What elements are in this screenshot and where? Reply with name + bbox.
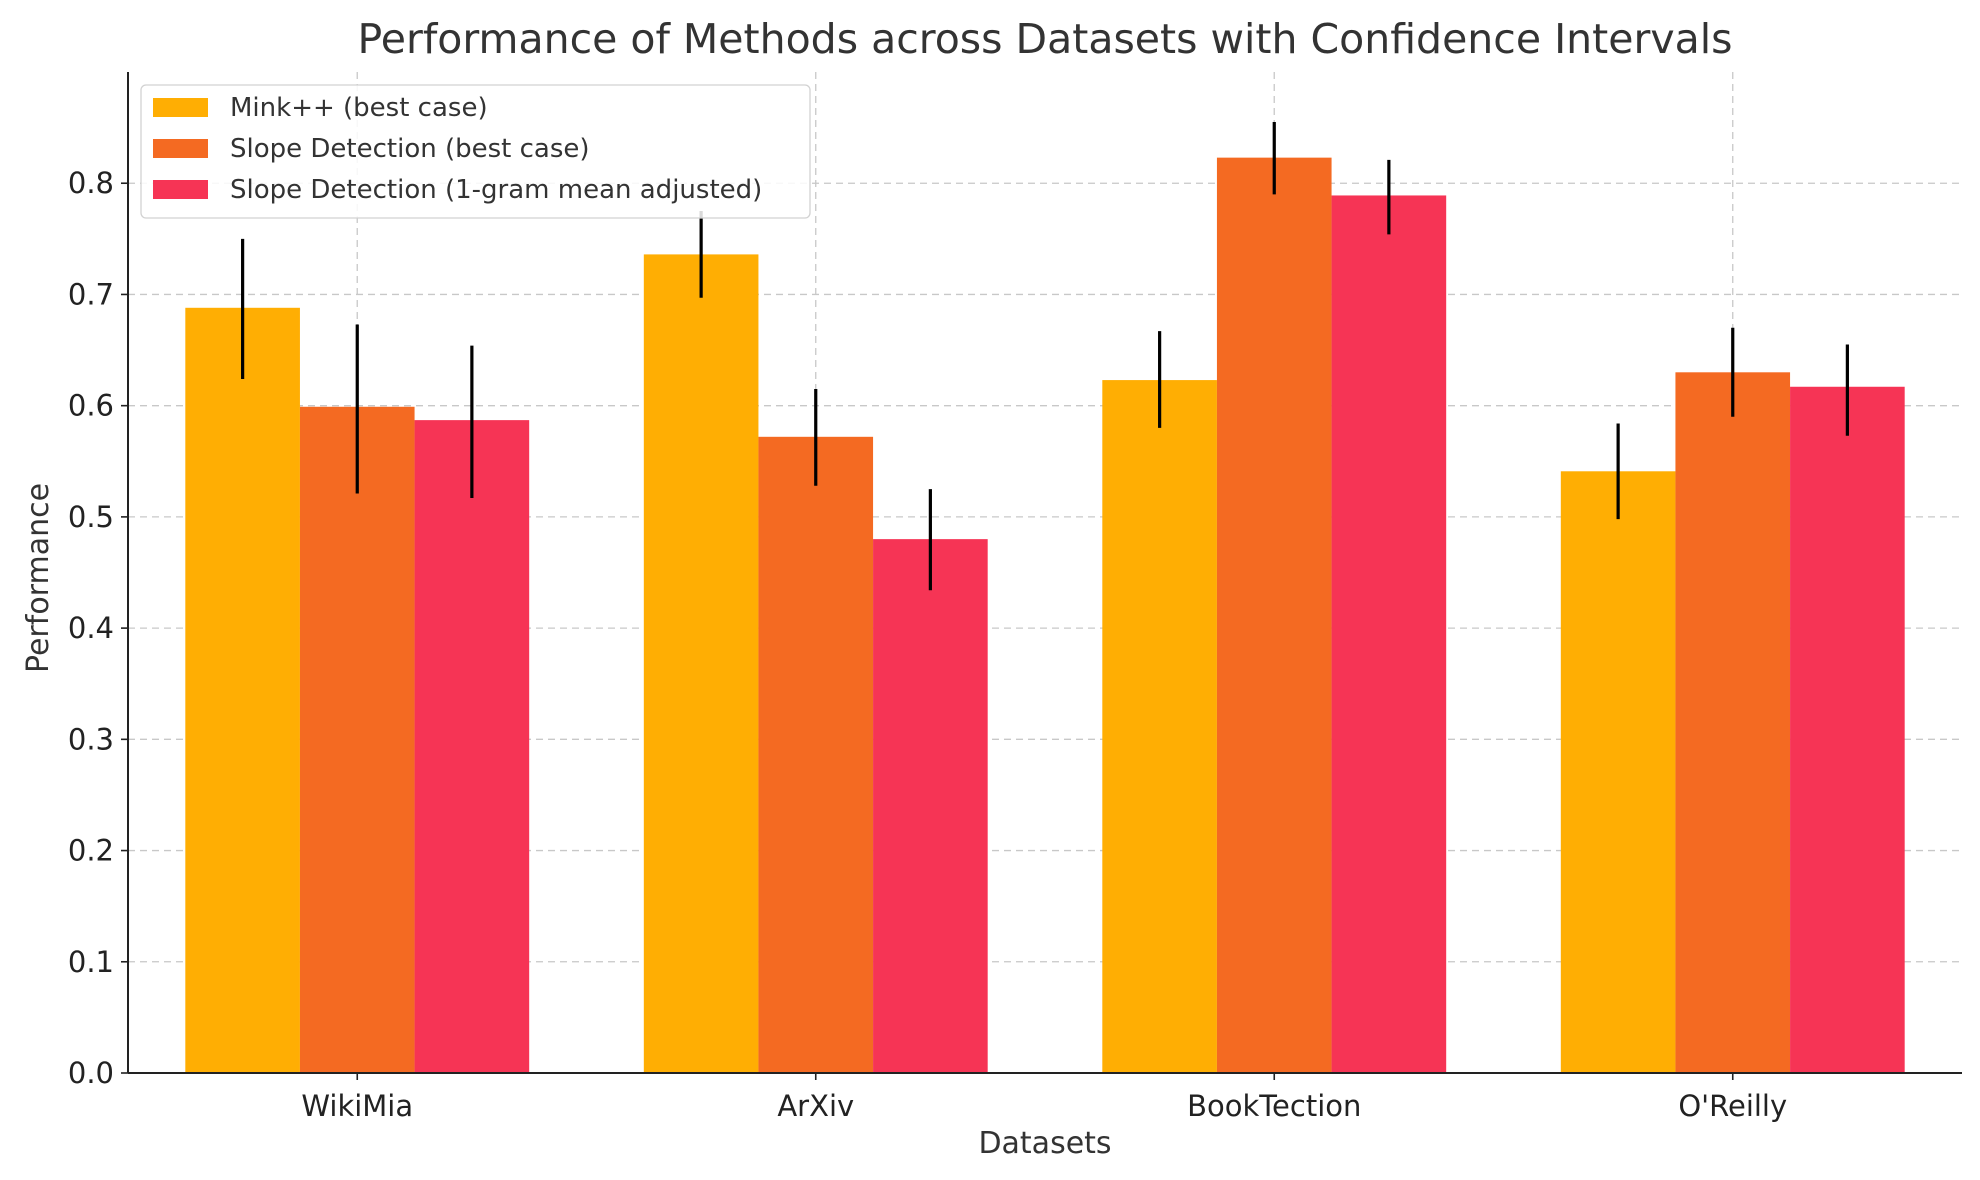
legend-box bbox=[140, 84, 811, 219]
bar bbox=[873, 539, 988, 1073]
y-tick-label: 0.3 bbox=[68, 722, 114, 756]
bar bbox=[414, 420, 530, 1073]
y-tick-label: 0.2 bbox=[68, 834, 114, 868]
bar bbox=[185, 307, 300, 1073]
legend-label: Mink++ (best case) bbox=[230, 93, 488, 123]
legend-label: Slope Detection (best case) bbox=[230, 134, 590, 164]
bar bbox=[1560, 471, 1676, 1073]
axes-layer bbox=[127, 72, 1962, 1074]
legend-swatch bbox=[153, 139, 208, 158]
x-tick-label: O'Reilly bbox=[1678, 1089, 1787, 1123]
chart-title: Performance of Methods across Datasets w… bbox=[358, 15, 1733, 63]
y-tick-label: 0.4 bbox=[68, 611, 114, 645]
legend-swatch bbox=[153, 180, 208, 199]
x-tick-label: BookTection bbox=[1187, 1089, 1361, 1123]
y-tick-label: 0.7 bbox=[68, 277, 114, 311]
bar bbox=[643, 254, 759, 1074]
y-axis-label: Performance bbox=[21, 483, 56, 673]
legend-swatch bbox=[153, 98, 208, 117]
bar bbox=[1102, 380, 1217, 1073]
legend: Mink++ (best case) Slope Detection (best … bbox=[140, 84, 811, 219]
x-tick-label: WikiMia bbox=[301, 1089, 413, 1123]
y-tick-label: 0.5 bbox=[68, 500, 114, 534]
bar bbox=[1675, 372, 1791, 1073]
bar bbox=[299, 406, 415, 1073]
errorbars-layer bbox=[241, 122, 1849, 591]
bar bbox=[1790, 386, 1905, 1073]
x-tick-label: ArXiv bbox=[777, 1089, 854, 1123]
bar bbox=[758, 436, 874, 1073]
bar bbox=[1216, 157, 1332, 1073]
bar bbox=[1331, 195, 1447, 1073]
x-axis-label: Datasets bbox=[978, 1126, 1111, 1161]
bars-layer bbox=[185, 157, 1905, 1074]
ticks-layer: 0.0 0.1 0.2 0.3 0.4 0.5 0.6 0.7 0.8 WikiMia ArXiv B… bbox=[68, 166, 1787, 1123]
y-tick-label: 0.8 bbox=[68, 166, 114, 200]
y-tick-label: 0.0 bbox=[68, 1056, 114, 1090]
y-tick-label: 0.6 bbox=[68, 389, 114, 423]
legend-label: Slope Detection (1-gram mean adjusted) bbox=[230, 175, 762, 205]
y-tick-label: 0.1 bbox=[68, 945, 114, 979]
